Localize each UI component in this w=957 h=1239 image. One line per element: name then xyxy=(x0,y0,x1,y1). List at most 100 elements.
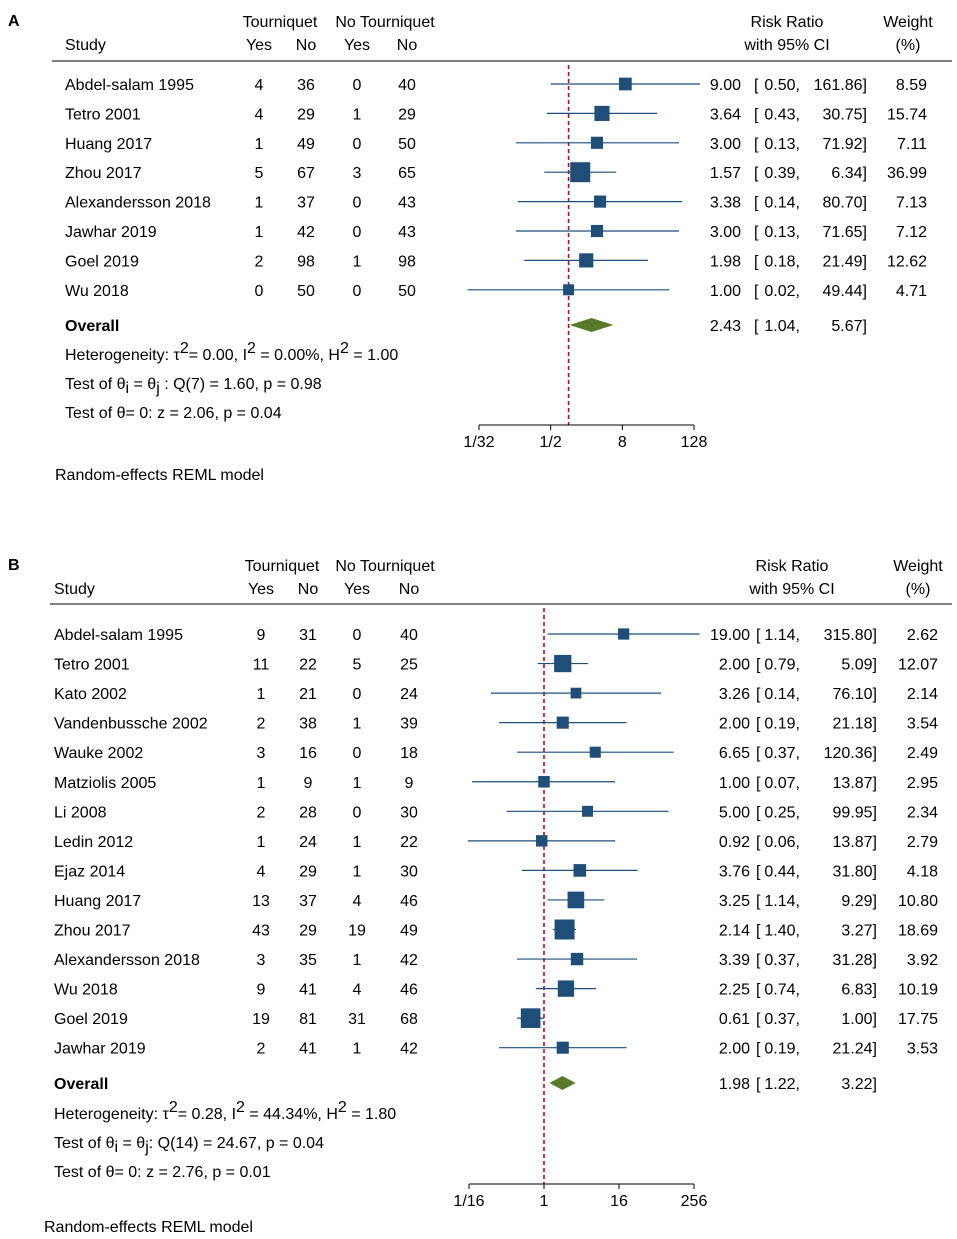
weight-value: 7.13 xyxy=(896,195,927,212)
header-weight: Weight xyxy=(883,14,933,31)
tourniquet-no-count: 9 xyxy=(304,775,313,792)
tourniquet-yes-count: 1 xyxy=(255,195,264,212)
risk-ratio-value: 2.14 xyxy=(719,923,750,940)
study-row: Li 2008 2 28 0 30 5.00 [0.25, 99.95] 2.34 xyxy=(54,804,938,821)
point-estimate-box xyxy=(579,253,594,268)
point-estimate-box xyxy=(556,716,569,729)
study-row: Huang 2017 1 49 0 50 3.00 [0.13, 71.92] 7.11 xyxy=(65,136,927,153)
i-superscript: 2 xyxy=(247,340,256,357)
ci-lower-value: 0.19, xyxy=(764,1041,800,1058)
tourniquet-no-count: 41 xyxy=(299,982,317,999)
ci-lower-value: 0.74, xyxy=(764,982,800,999)
risk-ratio-value: 0.61 xyxy=(719,1011,750,1028)
q-statistic: : Q(14) = 24.67, p = 0.04 xyxy=(149,1135,324,1152)
tourniquet-yes-count: 1 xyxy=(255,136,264,153)
tourniquet-yes-count: 19 xyxy=(252,1011,270,1028)
overall-ci-upper-value: 5.67] xyxy=(831,318,867,335)
header-ci: with 95% CI xyxy=(743,37,829,54)
ci-upper-value: 31.80] xyxy=(833,863,877,880)
no-tourniquet-no-count: 29 xyxy=(398,106,416,123)
study-name: Alexandersson 2018 xyxy=(54,952,200,969)
header-risk-ratio: Risk Ratio xyxy=(751,14,824,31)
tau-superscript: 2 xyxy=(169,1099,178,1116)
ci-lower-value: 0.18, xyxy=(764,253,800,270)
no-tourniquet-yes-count: 1 xyxy=(353,106,362,123)
risk-ratio-value: 2.25 xyxy=(719,982,750,999)
no-tourniquet-no-count: 39 xyxy=(400,716,418,733)
study-name: Jawhar 2019 xyxy=(65,224,157,241)
tourniquet-no-count: 37 xyxy=(299,893,317,910)
point-estimate-box xyxy=(567,891,585,909)
x-tick-label: 256 xyxy=(681,1193,708,1210)
weight-value: 3.92 xyxy=(907,952,938,969)
equals-sign: = xyxy=(129,376,147,393)
tourniquet-yes-count: 11 xyxy=(253,657,270,674)
no-tourniquet-yes-count: 0 xyxy=(353,745,362,762)
study-name: Abdel-salam 1995 xyxy=(65,77,194,94)
ci-open-bracket: [ xyxy=(756,686,761,703)
no-tourniquet-no-count: 40 xyxy=(400,627,418,644)
theta-j-symbol: θ xyxy=(147,376,156,393)
tau-superscript: 2 xyxy=(180,340,189,357)
risk-ratio-value: 19.00 xyxy=(710,627,750,644)
tourniquet-yes-count: 1 xyxy=(255,224,264,241)
no-tourniquet-no-count: 25 xyxy=(400,657,418,674)
point-estimate-box xyxy=(570,162,591,183)
weight-value: 4.71 xyxy=(896,283,927,300)
test-prefix: Test of xyxy=(54,1164,106,1181)
ci-open-bracket: [ xyxy=(756,834,761,851)
tourniquet-yes-count: 3 xyxy=(257,745,266,762)
no-tourniquet-yes-count: 0 xyxy=(353,283,362,300)
tourniquet-no-count: 22 xyxy=(299,657,317,674)
no-tourniquet-no-count: 46 xyxy=(400,982,418,999)
ci-open-bracket: [ xyxy=(754,283,759,300)
no-tourniquet-no-count: 43 xyxy=(398,195,416,212)
tourniquet-no-count: 29 xyxy=(299,863,317,880)
risk-ratio-value: 3.76 xyxy=(719,863,750,880)
no-tourniquet-no-count: 42 xyxy=(400,952,418,969)
ci-lower-value: 0.06, xyxy=(764,834,800,851)
tourniquet-no-count: 67 xyxy=(297,165,315,182)
tourniquet-yes-count: 3 xyxy=(257,952,266,969)
ci-upper-value: 3.27] xyxy=(841,923,877,940)
no-tourniquet-no-count: 50 xyxy=(398,136,416,153)
study-row: Goel 2019 2 98 1 98 1.98 [0.18, 21.49] 12.62 xyxy=(65,253,927,270)
study-row: Zhou 2017 5 67 3 65 1.57 [0.39, 6.34] 36.99 xyxy=(65,162,927,183)
no-tourniquet-no-count: 68 xyxy=(400,1011,418,1028)
ci-upper-value: 76.10] xyxy=(833,686,877,703)
heterogeneity-prefix: Heterogeneity: xyxy=(54,1106,163,1123)
ci-lower-value: 1.14, xyxy=(764,627,800,644)
ci-lower-value: 0.39, xyxy=(764,165,800,182)
ci-lower-value: 0.13, xyxy=(764,224,800,241)
no-tourniquet-no-count: 65 xyxy=(398,165,416,182)
weight-value: 18.69 xyxy=(898,923,938,940)
ci-open-bracket: [ xyxy=(754,77,759,94)
study-row: Zhou 2017 43 29 19 49 2.14 [1.40, 3.27] 18.69 xyxy=(54,919,938,940)
ci-open-bracket: [ xyxy=(756,627,761,644)
study-name: Tetro 2001 xyxy=(54,657,130,674)
header-no-tourniquet: No Tourniquet xyxy=(335,558,435,575)
x-tick-label: 1/16 xyxy=(453,1193,484,1210)
ci-upper-value: 9.29] xyxy=(841,893,877,910)
overall-ci-open-bracket: [ xyxy=(756,1076,761,1093)
z-statistic: = 0: z = 2.06, p = 0.04 xyxy=(125,405,281,422)
no-tourniquet-yes-count: 1 xyxy=(353,716,362,733)
no-tourniquet-yes-count: 0 xyxy=(353,77,362,94)
study-row: Goel 2019 19 81 31 68 0.61 [0.37, 1.00] 17.75 xyxy=(54,1008,938,1028)
heterogeneity-stat: Heterogeneity: τ2= 0.28, I2 = 44.34%, H2… xyxy=(54,1099,396,1123)
weight-value: 12.07 xyxy=(898,657,938,674)
no-tourniquet-no-count: 30 xyxy=(400,863,418,880)
study-row: Vandenbussche 2002 2 38 1 39 2.00 [0.19, 21.18]… xyxy=(54,716,938,733)
weight-value: 36.99 xyxy=(887,165,927,182)
study-name: Goel 2019 xyxy=(65,253,139,270)
tourniquet-yes-count: 43 xyxy=(252,923,270,940)
ci-lower-value: 0.43, xyxy=(764,106,800,123)
tourniquet-yes-count: 9 xyxy=(257,627,266,644)
overall-label: Overall xyxy=(54,1076,108,1093)
ci-upper-value: 49.44] xyxy=(823,283,867,300)
study-name: Abdel-salam 1995 xyxy=(54,627,183,644)
ci-lower-value: 0.50, xyxy=(764,77,800,94)
weight-value: 2.14 xyxy=(907,686,938,703)
ci-open-bracket: [ xyxy=(756,863,761,880)
ci-open-bracket: [ xyxy=(756,923,761,940)
